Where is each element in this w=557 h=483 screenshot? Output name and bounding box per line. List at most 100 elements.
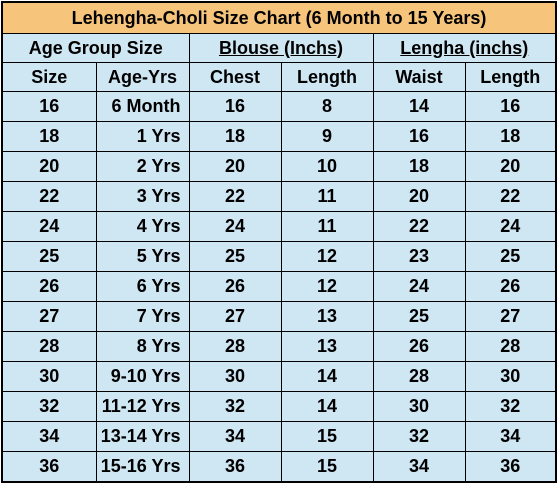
size-cell: 16 — [1, 91, 97, 122]
age-cell: 9-10 Yrs — [95, 361, 190, 392]
chest-cell: 36 — [188, 451, 282, 483]
waist-cell: 32 — [372, 421, 466, 452]
chest-cell: 30 — [188, 361, 282, 392]
chart-title: Lehengha-Choli Size Chart (6 Month to 15… — [1, 1, 557, 34]
blouse-length-cell: 10 — [280, 151, 374, 182]
table-row: 26 6 Yrs 26 12 24 26 — [1, 271, 557, 302]
lengha-length-cell: 16 — [464, 91, 557, 122]
table-row: 25 5 Yrs 25 12 23 25 — [1, 241, 557, 272]
chest-cell: 22 — [188, 181, 282, 212]
chest-cell: 18 — [188, 121, 282, 152]
lengha-length-cell: 34 — [464, 421, 557, 452]
age-cell: 6 Month — [95, 91, 190, 122]
column-header-waist: Waist — [372, 62, 466, 92]
lengha-length-cell: 22 — [464, 181, 557, 212]
chest-cell: 24 — [188, 211, 282, 242]
waist-cell: 26 — [372, 331, 466, 362]
chest-cell: 20 — [188, 151, 282, 182]
lengha-length-cell: 26 — [464, 271, 557, 302]
table-row: 36 15-16 Yrs 36 15 34 36 — [1, 451, 557, 483]
size-cell: 34 — [1, 421, 97, 452]
blouse-length-cell: 15 — [280, 421, 374, 452]
size-cell: 24 — [1, 211, 97, 242]
lengha-length-cell: 24 — [464, 211, 557, 242]
age-cell: 15-16 Yrs — [95, 451, 190, 483]
waist-cell: 23 — [372, 241, 466, 272]
blouse-length-cell: 11 — [280, 181, 374, 212]
size-cell: 26 — [1, 271, 97, 302]
lengha-length-cell: 25 — [464, 241, 557, 272]
chest-cell: 27 — [188, 301, 282, 332]
lengha-length-cell: 32 — [464, 391, 557, 422]
table-row: 34 13-14 Yrs 34 15 32 34 — [1, 421, 557, 452]
age-cell: 11-12 Yrs — [95, 391, 190, 422]
table-row: 16 6 Month 16 8 14 16 — [1, 91, 557, 122]
blouse-length-cell: 14 — [280, 391, 374, 422]
chest-cell: 34 — [188, 421, 282, 452]
table-row: 32 11-12 Yrs 32 14 30 32 — [1, 391, 557, 422]
size-cell: 32 — [1, 391, 97, 422]
column-header-lengha-length: Length — [464, 62, 557, 92]
age-cell: 2 Yrs — [95, 151, 190, 182]
size-cell: 30 — [1, 361, 97, 392]
waist-cell: 30 — [372, 391, 466, 422]
blouse-length-cell: 12 — [280, 271, 374, 302]
size-cell: 36 — [1, 451, 97, 483]
waist-cell: 20 — [372, 181, 466, 212]
waist-cell: 34 — [372, 451, 466, 483]
waist-cell: 24 — [372, 271, 466, 302]
size-cell: 27 — [1, 301, 97, 332]
table-row: 20 2 Yrs 20 10 18 20 — [1, 151, 557, 182]
lengha-length-cell: 18 — [464, 121, 557, 152]
title-row: Lehengha-Choli Size Chart (6 Month to 15… — [1, 1, 557, 34]
blouse-length-cell: 15 — [280, 451, 374, 483]
size-cell: 28 — [1, 331, 97, 362]
table-row: 30 9-10 Yrs 30 14 28 30 — [1, 361, 557, 392]
age-cell: 4 Yrs — [95, 211, 190, 242]
size-cell: 18 — [1, 121, 97, 152]
age-cell: 6 Yrs — [95, 271, 190, 302]
group-header-age: Age Group Size — [1, 33, 190, 63]
table-row: 18 1 Yrs 18 9 16 18 — [1, 121, 557, 152]
lengha-length-cell: 30 — [464, 361, 557, 392]
table-row: 28 8 Yrs 28 13 26 28 — [1, 331, 557, 362]
table-row: 22 3 Yrs 22 11 20 22 — [1, 181, 557, 212]
age-cell: 7 Yrs — [95, 301, 190, 332]
chest-cell: 28 — [188, 331, 282, 362]
age-cell: 13-14 Yrs — [95, 421, 190, 452]
blouse-length-cell: 8 — [280, 91, 374, 122]
group-header-row: Age Group Size Blouse (Inchs) Lengha (in… — [1, 33, 557, 63]
column-header-row: Size Age-Yrs Chest Length Waist Length — [1, 62, 557, 92]
column-header-age: Age-Yrs — [95, 62, 190, 92]
age-cell: 1 Yrs — [95, 121, 190, 152]
blouse-length-cell: 14 — [280, 361, 374, 392]
waist-cell: 18 — [372, 151, 466, 182]
age-cell: 8 Yrs — [95, 331, 190, 362]
blouse-length-cell: 11 — [280, 211, 374, 242]
blouse-length-cell: 12 — [280, 241, 374, 272]
size-cell: 22 — [1, 181, 97, 212]
age-cell: 5 Yrs — [95, 241, 190, 272]
age-cell: 3 Yrs — [95, 181, 190, 212]
blouse-length-cell: 13 — [280, 331, 374, 362]
lengha-length-cell: 36 — [464, 451, 557, 483]
lengha-length-cell: 28 — [464, 331, 557, 362]
waist-cell: 28 — [372, 361, 466, 392]
chest-cell: 16 — [188, 91, 282, 122]
waist-cell: 25 — [372, 301, 466, 332]
chest-cell: 25 — [188, 241, 282, 272]
lengha-length-cell: 20 — [464, 151, 557, 182]
waist-cell: 22 — [372, 211, 466, 242]
size-cell: 25 — [1, 241, 97, 272]
table-row: 27 7 Yrs 27 13 25 27 — [1, 301, 557, 332]
size-cell: 20 — [1, 151, 97, 182]
waist-cell: 14 — [372, 91, 466, 122]
column-header-blouse-length: Length — [280, 62, 374, 92]
lengha-length-cell: 27 — [464, 301, 557, 332]
column-header-chest: Chest — [188, 62, 282, 92]
chest-cell: 26 — [188, 271, 282, 302]
column-header-size: Size — [1, 62, 97, 92]
waist-cell: 16 — [372, 121, 466, 152]
